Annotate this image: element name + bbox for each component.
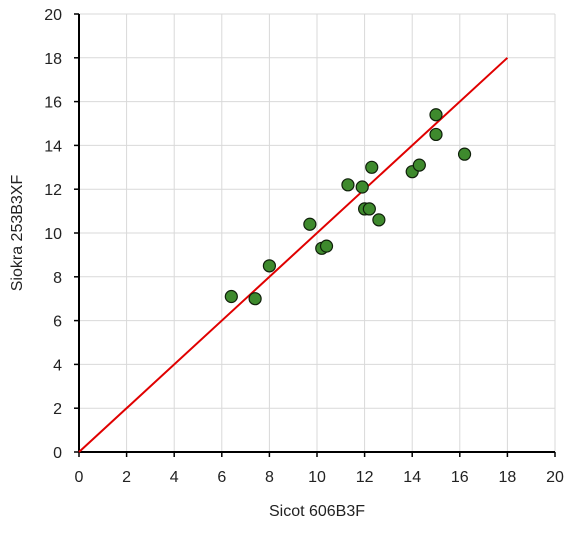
y-tick-label: 18 [44, 51, 62, 68]
data-points [224, 108, 472, 306]
x-axis-label: Sicot 606B3F [269, 503, 365, 520]
y-tick-label: 12 [44, 182, 62, 199]
y-tick-label: 10 [44, 226, 62, 243]
x-tick-label: 2 [122, 469, 131, 486]
reference-line-layer [78, 57, 509, 453]
tick-labels: 0 2 4 6 8 10 12 14 16 18 20 0 2 4 6 8 10 12 14 16 18 20 [44, 7, 564, 486]
data-point [319, 239, 334, 253]
y-tick-label: 4 [53, 357, 62, 374]
y-tick-label: 14 [44, 138, 62, 155]
x-tick-label: 20 [546, 469, 564, 486]
x-tick-label: 18 [499, 469, 517, 486]
data-point [429, 108, 443, 122]
data-point [341, 178, 355, 192]
data-point [429, 127, 443, 142]
y-tick-label: 20 [44, 7, 62, 24]
y-tick-label: 16 [44, 95, 62, 112]
x-tick-label: 12 [356, 469, 374, 486]
y-tick-label: 8 [53, 270, 62, 287]
x-tick-label: 0 [75, 469, 84, 486]
x-tick-label: 10 [308, 469, 326, 486]
x-tick-label: 16 [451, 469, 469, 486]
grid-lines [79, 13, 556, 452]
data-point [262, 259, 276, 273]
data-point [372, 213, 386, 227]
x-tick-label: 14 [403, 469, 421, 486]
data-point [355, 180, 369, 194]
one-to-one-line [78, 57, 509, 453]
data-point [457, 147, 472, 161]
data-point [303, 217, 317, 231]
data-point [248, 292, 262, 306]
y-tick-label: 6 [53, 314, 62, 331]
x-tick-label: 8 [265, 469, 274, 486]
x-tick-label: 4 [170, 469, 179, 486]
x-tick-label: 6 [217, 469, 226, 486]
y-tick-label: 2 [53, 401, 62, 418]
data-point [365, 160, 379, 174]
y-axis-label: Siokra 253B3XF [9, 175, 26, 292]
y-tick-label: 0 [53, 445, 62, 462]
data-point [224, 289, 238, 304]
data-point [362, 202, 376, 216]
data-point [412, 158, 426, 172]
